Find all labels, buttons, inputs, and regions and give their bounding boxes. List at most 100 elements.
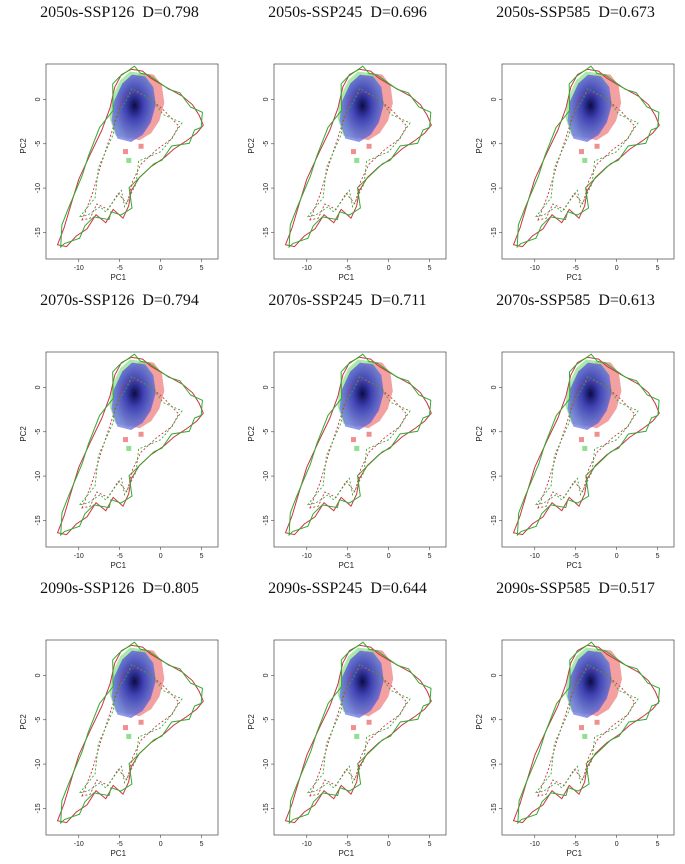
plot-frame: [273, 351, 447, 548]
niche-plot: -10 -5 0 5 0 -5 -10 -15 PC1 PC2: [247, 639, 447, 858]
x-tick-label: 0: [387, 265, 391, 272]
plot-frame: [501, 351, 675, 548]
panel-2090s-SSP126: 2090s-SSP126 D=0.805 -10 -5 0 5 0 -5 -10 -15 PC1 P…: [12, 576, 227, 858]
contour-dotted-b: [306, 87, 411, 218]
niche-plot: -10 -5 0 5 0 -5 -10 -15 PC1 PC2: [247, 351, 447, 570]
x-tick-label: 0: [615, 553, 619, 560]
contour-dotted-b: [534, 663, 639, 794]
y-tick-label: -10: [491, 183, 498, 193]
x-tick-label: 0: [615, 841, 619, 848]
plot-frame: [501, 63, 675, 260]
x-tick-label: 0: [387, 553, 391, 560]
panel-title: 2050s-SSP585 D=0.673: [496, 4, 655, 21]
small-patch: [582, 445, 588, 451]
contour-dotted-b: [306, 663, 411, 794]
y-tick-label: -5: [35, 429, 42, 435]
plot-frame: [501, 639, 675, 836]
small-patch: [126, 445, 132, 451]
niche-plot: -10 -5 0 5 0 -5 -10 -15 PC1 PC2: [19, 63, 219, 282]
y-tick-label: -10: [491, 471, 498, 481]
y-tick-label: 0: [491, 97, 498, 101]
contour-dotted-b: [306, 375, 411, 506]
x-axis-label: PC1: [566, 273, 582, 282]
panel-2070s-SSP126: 2070s-SSP126 D=0.794 -10 -5 0 5 0 -5 -10 -15 PC1 P…: [12, 288, 227, 570]
y-tick-label: 0: [263, 673, 270, 677]
contour-solid-a: [56, 68, 204, 248]
small-patch: [122, 149, 128, 155]
density-blob: [339, 74, 384, 142]
x-tick-label: 5: [656, 841, 660, 848]
panel-title: 2090s-SSP126 D=0.805: [40, 580, 199, 597]
x-tick-label: -10: [302, 265, 312, 272]
contour-dotted-b: [534, 87, 639, 218]
niche-plot: -10 -5 0 5 0 -5 -10 -15 PC1 PC2: [19, 351, 219, 570]
small-patch: [578, 149, 584, 155]
panel-title: 2070s-SSP245 D=0.711: [268, 292, 427, 309]
contour-solid-b: [60, 353, 203, 537]
small-patch: [594, 143, 600, 149]
x-tick-label: 5: [656, 553, 660, 560]
plot-frame: [45, 639, 219, 836]
y-tick-label: 0: [35, 385, 42, 389]
y-tick-label: -10: [35, 183, 42, 193]
x-tick-label: -5: [345, 553, 351, 560]
panel-title: 2070s-SSP585 D=0.613: [496, 292, 655, 309]
density-blob: [111, 74, 156, 142]
x-tick-label: 0: [159, 265, 163, 272]
small-patch: [122, 725, 128, 731]
x-tick-label: -5: [117, 553, 123, 560]
x-tick-label: -5: [573, 841, 579, 848]
y-tick-label: -15: [35, 803, 42, 813]
y-tick-label: -5: [491, 717, 498, 723]
panel-2050s-SSP585: 2050s-SSP585 D=0.673 -10 -5 0 5 0 -5 -10 -15 PC1 P…: [468, 0, 683, 282]
y-tick-label: 0: [491, 385, 498, 389]
x-tick-label: 5: [200, 553, 204, 560]
contour-solid-b: [60, 641, 203, 825]
y-tick-label: -10: [263, 471, 270, 481]
contour-solid-b: [288, 65, 432, 249]
small-patch: [582, 157, 588, 163]
contour-solid-b: [60, 65, 203, 249]
y-axis-label: PC2: [247, 426, 256, 442]
density-blob: [339, 650, 384, 718]
x-axis-label: PC1: [338, 849, 354, 858]
x-tick-label: -10: [74, 553, 84, 560]
contour-solid-b: [288, 353, 432, 537]
panel-title: 2050s-SSP245 D=0.696: [268, 4, 427, 21]
small-patch: [122, 437, 128, 443]
x-tick-label: -5: [117, 841, 123, 848]
plot-frame: [45, 351, 219, 548]
small-patch: [366, 719, 372, 725]
x-axis-label: PC1: [566, 561, 582, 570]
small-patch: [350, 149, 356, 155]
niche-plot: -10 -5 0 5 0 -5 -10 -15 PC1 PC2: [475, 639, 675, 858]
contour-dotted-b: [78, 375, 183, 506]
y-axis-label: PC2: [247, 138, 256, 154]
panel-title: 2090s-SSP585 D=0.517: [496, 580, 655, 597]
y-tick-label: 0: [263, 97, 270, 101]
contour-solid-a: [512, 68, 660, 248]
x-tick-label: -5: [345, 265, 351, 272]
panel-2070s-SSP585: 2070s-SSP585 D=0.613 -10 -5 0 5 0 -5 -10 -15 PC1 P…: [468, 288, 683, 570]
y-axis-label: PC2: [19, 426, 28, 442]
x-tick-label: 0: [387, 841, 391, 848]
small-patch: [354, 733, 360, 739]
small-patch: [354, 157, 360, 163]
y-tick-label: -15: [491, 515, 498, 525]
small-patch: [578, 437, 584, 443]
contour-solid-a: [284, 644, 432, 824]
plot-frame: [273, 639, 447, 836]
y-tick-label: -15: [35, 227, 42, 237]
x-tick-label: -10: [74, 265, 84, 272]
panel-2050s-SSP126: 2050s-SSP126 D=0.798 -10 -5 0 5 0 -5 -10 -15 PC1 P…: [12, 0, 227, 282]
y-tick-label: -5: [491, 141, 498, 147]
y-tick-label: 0: [35, 673, 42, 677]
x-tick-label: -10: [302, 553, 312, 560]
y-tick-label: -15: [263, 515, 270, 525]
y-tick-label: -10: [263, 183, 270, 193]
y-tick-label: 0: [35, 97, 42, 101]
small-patch: [138, 431, 144, 437]
x-tick-label: 5: [428, 841, 432, 848]
small-patch: [350, 725, 356, 731]
y-tick-label: 0: [263, 385, 270, 389]
